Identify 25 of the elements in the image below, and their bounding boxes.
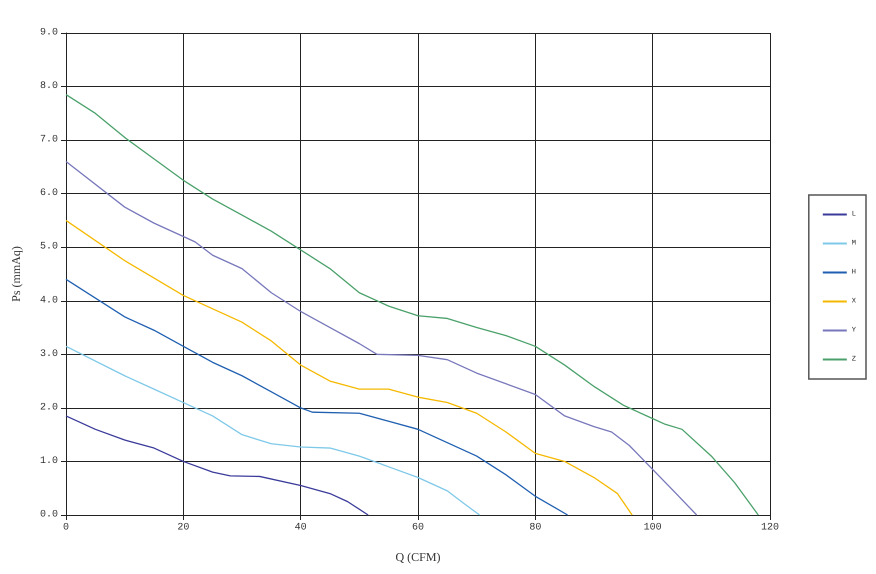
x-tick-label: 80 <box>529 522 542 534</box>
y-axis-title: Ps (mmAq) <box>9 246 23 302</box>
y-tick-label: 5.0 <box>40 242 58 253</box>
y-tick-label: 9.0 <box>40 28 58 38</box>
x-tick-label: 20 <box>177 522 190 534</box>
y-tick-label: 4.0 <box>40 295 58 306</box>
x-tick-label: 60 <box>412 522 424 534</box>
line-series <box>65 160 698 516</box>
x-tick-label: 0 <box>62 522 70 534</box>
line-series <box>65 415 369 516</box>
line-series <box>65 220 633 516</box>
y-tick-label: 8.0 <box>40 81 58 92</box>
x-tick-label: 40 <box>294 522 307 534</box>
y-tick-label: 7.0 <box>40 134 58 146</box>
y-tick-label: 1.0 <box>40 456 58 467</box>
x-tick-label: 100 <box>644 522 662 534</box>
y-tick-label: 6.0 <box>40 188 58 200</box>
y-tick-label: 2.0 <box>40 402 58 414</box>
line-series <box>65 346 480 516</box>
line-series <box>65 278 568 516</box>
y-tick-label: 0.0 <box>40 510 58 520</box>
line-series <box>65 94 759 516</box>
y-tick-label: 3.0 <box>40 348 58 360</box>
x-axis-title: Q (CFM) <box>395 550 441 564</box>
x-tick-label: 120 <box>760 522 780 534</box>
